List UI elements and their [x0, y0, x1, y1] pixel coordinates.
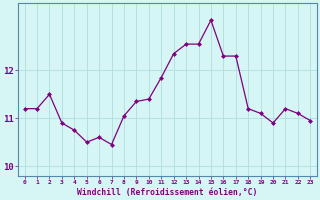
X-axis label: Windchill (Refroidissement éolien,°C): Windchill (Refroidissement éolien,°C) — [77, 188, 258, 197]
